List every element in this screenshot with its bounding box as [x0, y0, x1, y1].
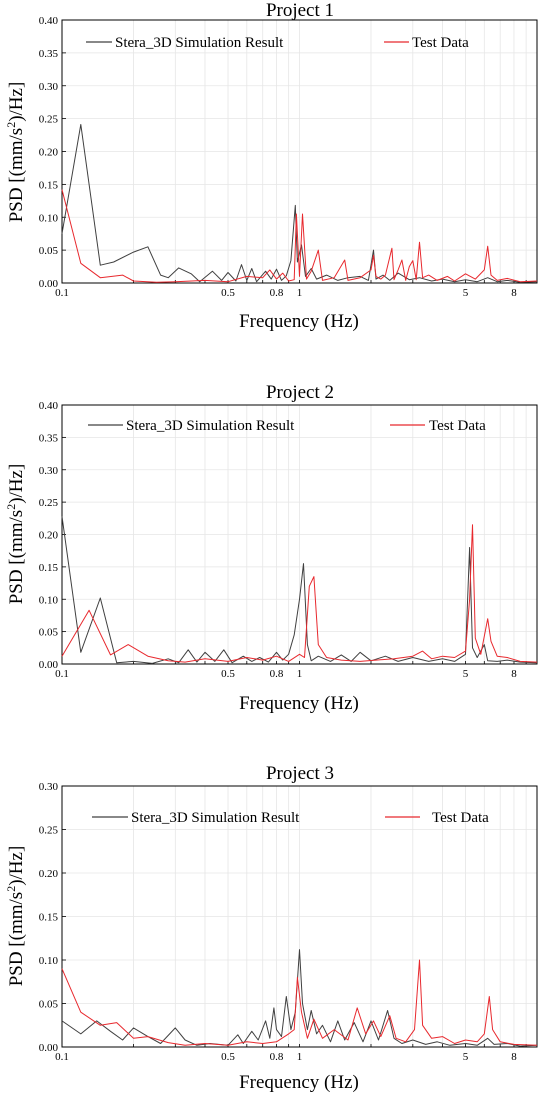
y-tick-label: 0.10: [39, 955, 59, 967]
y-tick-label: 0.30: [39, 781, 59, 793]
y-axis-label: PSD [(mm/s2)/Hz]: [4, 464, 27, 605]
x-tick-label: 0.5: [221, 287, 235, 299]
x-axis-label: Frequency (Hz): [239, 311, 359, 332]
y-tick-label: 0.10: [39, 594, 59, 606]
y-tick-label: 0.40: [39, 15, 59, 27]
x-tick-label: 0.1: [55, 1051, 69, 1063]
y-tick-label: 0.05: [39, 245, 59, 257]
y-tick-label: 0.30: [39, 465, 59, 477]
y-tick-label: 0.15: [39, 912, 59, 924]
x-tick-label: 5: [463, 668, 469, 680]
y-tick-label: 0.05: [39, 627, 59, 639]
series-line-test-data: [61, 959, 538, 1046]
y-tick-label: 0.05: [39, 999, 59, 1011]
series-line-simulation: [61, 516, 538, 664]
y-tick-label: 0.15: [39, 179, 59, 191]
chart-panel-project-3: Project 3 0.00 0.05 0.10 0.15 0.20 0.25 0.30 0.…: [0, 728, 540, 1093]
y-tick-label: 0.20: [39, 530, 59, 542]
x-tick-label: 1: [297, 668, 303, 680]
series-line-simulation: [61, 124, 538, 283]
chart-project-2: Project 2 0.000.050.100.150.200.250.300.…: [4, 382, 538, 714]
chart-panel-project-1: Project 1 0.00 0.05 0.10 0.15 0.20 0.25 0.30 0.…: [0, 0, 540, 364]
y-axis-label: PSD [(mm/s2)/Hz]: [4, 846, 27, 987]
series-line-test-data: [61, 524, 538, 663]
legend-label-test: Test Data: [412, 35, 469, 51]
x-tick-label: 0.8: [270, 287, 284, 299]
x-tick-label: 8: [511, 668, 517, 680]
x-tick-label: 8: [511, 1051, 517, 1063]
x-tick-label: 5: [463, 1051, 469, 1063]
y-tick-label: 0.25: [39, 114, 59, 126]
x-axis-label: Frequency (Hz): [239, 1072, 359, 1093]
y-tick-label: 0.00: [39, 659, 59, 671]
y-tick-label: 0.35: [39, 48, 59, 60]
x-tick-label: 0.8: [270, 1051, 284, 1063]
chart-title: Project 1: [266, 0, 334, 21]
chart-title: Project 3: [266, 763, 334, 784]
legend-label-test: Test Data: [432, 810, 489, 826]
x-tick-label: 0.1: [55, 287, 69, 299]
legend-label-simulation: Stera_3D Simulation Result: [131, 810, 300, 826]
y-tick-label: 0.35: [39, 432, 59, 444]
x-tick-label: 0.1: [55, 668, 69, 680]
y-tick-label: 0.25: [39, 497, 59, 509]
series-line-test-data: [61, 189, 538, 283]
y-tick-label: 0.00: [39, 278, 59, 290]
x-tick-label: 5: [463, 287, 469, 299]
y-tick-label: 0.15: [39, 562, 59, 574]
chart-panel-project-2: Project 2 0.00 0.05 0.10 0.15 0.20 0.25 0.30 0.…: [0, 364, 540, 728]
y-tick-label: 0.10: [39, 212, 59, 224]
y-tick-label: 0.20: [39, 147, 59, 159]
y-tick-label: 0.30: [39, 81, 59, 93]
chart-project-1: Project 1 0.000.050.100.150.200.250.300.…: [4, 0, 538, 332]
legend-label-simulation: Stera_3D Simulation Result: [115, 35, 284, 51]
y-tick-label: 0.20: [39, 868, 59, 880]
chart-project-3: Project 3 0.000.050.100.150.200.250.300.…: [4, 763, 538, 1093]
x-tick-label: 8: [511, 287, 517, 299]
legend-label-simulation: Stera_3D Simulation Result: [126, 418, 295, 434]
y-tick-label: 0.40: [39, 400, 59, 412]
chart-title: Project 2: [266, 382, 334, 403]
x-tick-label: 1: [297, 287, 303, 299]
x-tick-label: 0.8: [270, 668, 284, 680]
x-tick-label: 0.5: [221, 1051, 235, 1063]
x-tick-label: 0.5: [221, 668, 235, 680]
y-tick-label: 0.00: [39, 1042, 59, 1054]
y-tick-label: 0.25: [39, 825, 59, 837]
x-axis-label: Frequency (Hz): [239, 693, 359, 714]
x-tick-label: 1: [297, 1051, 303, 1063]
y-axis-label: PSD [(mm/s2)/Hz]: [4, 82, 27, 223]
series-line-simulation: [61, 949, 538, 1047]
legend-label-test: Test Data: [429, 418, 486, 434]
